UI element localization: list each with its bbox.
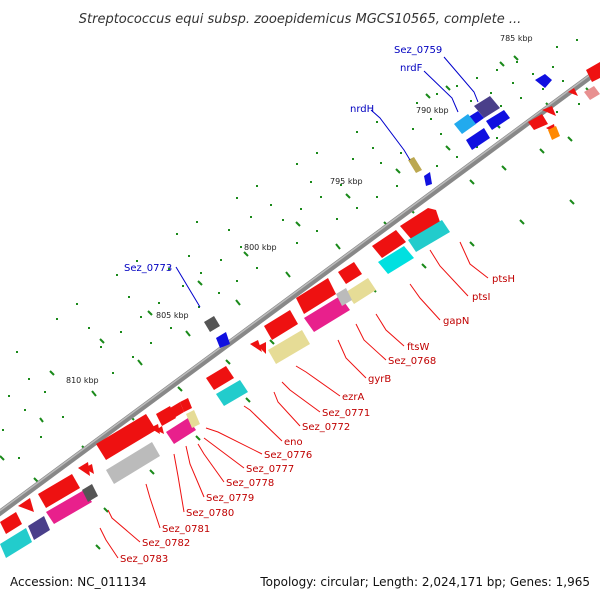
gene-ezra-arrow [264, 310, 298, 340]
label-leader-lines [99, 56, 489, 559]
label-nrdh: nrdH [350, 104, 374, 115]
gene-sez0781-arrow [96, 414, 156, 460]
gene-sez0772 [216, 380, 248, 406]
label-ptsh: ptsH [492, 274, 515, 285]
dot-row-1 [18, 103, 580, 459]
gene-rev-small-7 [156, 426, 164, 434]
gene-rev-f [548, 126, 560, 140]
gene-fwd-805 [216, 332, 230, 348]
label-ftsw: ftsW [407, 342, 429, 353]
kbp-label-810: 810 kbp [66, 376, 99, 385]
label-gyrb: gyrB [368, 374, 391, 385]
gene-sez0777 [170, 402, 184, 418]
gene-ptsh [400, 208, 440, 240]
gene-fwd-sez0773 [204, 316, 220, 332]
gene-sez0783b [0, 528, 32, 558]
label-sez0781: Sez_0781 [162, 524, 210, 535]
gene-rev-small-1 [250, 340, 262, 352]
label-sez0772: Sez_0772 [302, 422, 350, 433]
gene-sez0778 [180, 398, 192, 412]
kbp-label-785: 785 kbp [500, 34, 533, 43]
label-sez0783: Sez_0783 [120, 554, 168, 565]
label-sez0777: Sez_0777 [246, 464, 294, 475]
gene-rev-c [528, 114, 548, 130]
gene-sez0782b [82, 484, 98, 502]
gene-fwd-edge [586, 62, 600, 82]
gene-rev-small-5 [84, 464, 94, 474]
gene-rev-small-6 [150, 424, 160, 434]
gene-fwd-small [424, 172, 432, 186]
map-title: Streptococcus equi subsp. zooepidemicus … [79, 12, 521, 27]
gene-gyrb [304, 296, 350, 332]
label-sez0759: Sez_0759 [394, 45, 442, 56]
gene-ftsw-arrow [338, 262, 362, 284]
gene-fwd-nrdf-d [466, 128, 490, 150]
gene-rev-small-4 [78, 462, 90, 476]
genome-backbone [0, 65, 600, 517]
gene-gapn-arrow [372, 230, 406, 258]
label-nrdf: nrdF [400, 63, 423, 74]
gene-sez0776 [156, 406, 176, 426]
dot-row-4 [16, 39, 578, 353]
kbp-labels: 785 kbp 790 kbp 795 kbp 800 kbp 805 kbp … [66, 34, 533, 385]
forward-strand-genes [204, 62, 600, 348]
label-sez0782: Sez_0782 [142, 538, 190, 549]
gene-sez0782-arrow [38, 474, 80, 508]
label-ptsi: ptsI [472, 292, 490, 303]
gene-sez0782 [46, 490, 92, 524]
kbp-label-790: 790 kbp [416, 106, 449, 115]
reverse-gene-labels: ptsH ptsI gapN ftsW Sez_0768 gyrB ezrA S… [120, 274, 515, 565]
gene-rev-a [584, 86, 600, 100]
gene-ezra [268, 330, 310, 364]
label-sez0776: Sez_0776 [264, 450, 312, 461]
label-eno: eno [284, 437, 303, 448]
dot-row-2 [2, 80, 564, 431]
gene-fwd-nrdf [454, 114, 476, 134]
accession-text: Accession: NC_011134 [10, 575, 146, 589]
gene-sez0783 [28, 516, 50, 540]
label-sez0771: Sez_0771 [322, 408, 370, 419]
reverse-strand-genes [0, 86, 600, 558]
forward-gene-labels: Sez_0759 nrdF nrdH Sez_0773 [124, 45, 442, 274]
gene-gyrb-arrow [296, 278, 336, 314]
gene-sez0779 [166, 418, 196, 444]
gene-ptsi [408, 220, 450, 252]
label-ezra: ezrA [342, 392, 365, 403]
gene-fwd-sez0759 [474, 96, 500, 118]
dot-row-3 [8, 66, 554, 397]
label-sez0768: Sez_0768 [388, 356, 436, 367]
gene-fwd-nrdh [408, 157, 422, 173]
label-sez0773: Sez_0773 [124, 263, 172, 274]
kbp-label-800: 800 kbp [244, 243, 277, 252]
outer-tick-dots [2, 39, 580, 459]
kbp-label-795: 795 kbp [330, 177, 363, 186]
gene-fwd-785 [535, 74, 552, 88]
gene-rev-small-3 [18, 498, 34, 512]
gene-sez0768 [336, 288, 352, 306]
kbp-label-805: 805 kbp [156, 311, 189, 320]
label-sez0779: Sez_0779 [206, 493, 254, 504]
gene-fwd-nrdf-c [486, 110, 510, 130]
label-gapn: gapN [443, 316, 469, 327]
gene-gapn [378, 246, 414, 274]
inner-tick-ring [0, 55, 591, 550]
label-sez0780: Sez_0780 [186, 508, 234, 519]
genome-summary-text: Topology: circular; Length: 2,024,171 bp… [259, 575, 590, 589]
gene-sez0771 [206, 366, 234, 390]
gene-sez0783-arrow [0, 512, 22, 534]
gene-sez0781 [106, 442, 160, 484]
gene-sez0780 [186, 410, 200, 428]
label-sez0778: Sez_0778 [226, 478, 274, 489]
gene-ftsw [346, 278, 376, 304]
gene-rev-small-2 [258, 342, 266, 354]
gene-rev-d [542, 106, 556, 116]
gene-rev-b [568, 88, 578, 96]
